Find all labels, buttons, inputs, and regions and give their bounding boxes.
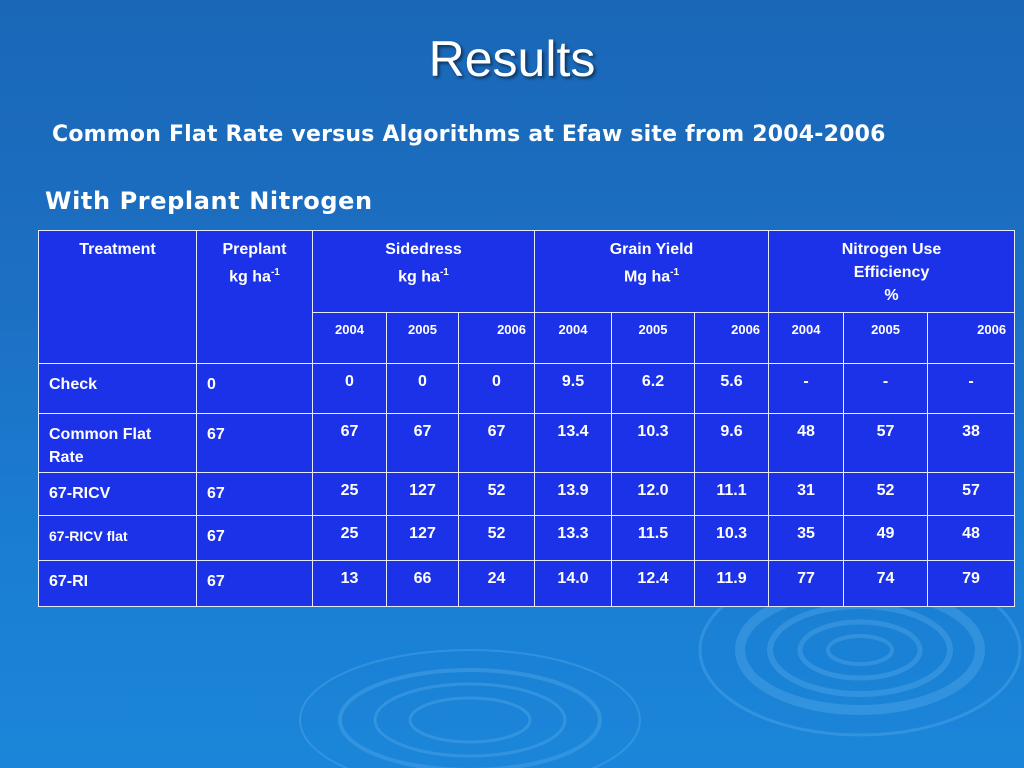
sidedress-cell: 0 bbox=[386, 363, 459, 414]
year-header: 2006 bbox=[458, 312, 535, 364]
nue-cell: 52 bbox=[843, 472, 929, 516]
nue-cell: 57 bbox=[927, 472, 1016, 516]
sidedress-cell: 66 bbox=[386, 560, 459, 607]
slide-subtitle: Common Flat Rate versus Algorithms at Ef… bbox=[52, 122, 886, 147]
yield-cell: 5.6 bbox=[693, 363, 770, 414]
header-preplant: Preplant kg ha-1 bbox=[196, 230, 313, 364]
yield-cell: 13.4 bbox=[534, 413, 612, 473]
results-table: Treatment Preplant kg ha-1 Sidedress kg ha… bbox=[38, 230, 1016, 607]
sidedress-cell: 25 bbox=[312, 472, 387, 516]
yield-cell: 12.0 bbox=[611, 472, 695, 516]
treatment-cell: 67-RI bbox=[38, 560, 197, 607]
sidedress-cell: 67 bbox=[312, 413, 387, 473]
sidedress-cell: 0 bbox=[312, 363, 387, 414]
preplant-cell: 67 bbox=[196, 413, 313, 473]
slide-title: Results bbox=[428, 31, 596, 87]
sidedress-cell: 24 bbox=[458, 560, 535, 607]
nue-cell: 74 bbox=[843, 560, 929, 607]
yield-cell: 9.6 bbox=[693, 413, 770, 473]
yield-cell: 11.9 bbox=[693, 560, 770, 607]
yield-cell: 10.3 bbox=[693, 515, 770, 561]
yield-cell: 11.5 bbox=[611, 515, 695, 561]
nue-cell: 57 bbox=[843, 413, 929, 473]
table-row: Common Flat Rate 67 67 67 67 13.4 10.3 9… bbox=[38, 413, 1016, 473]
header-nitrogen-use-efficiency: Nitrogen Use Efficiency% bbox=[768, 230, 1016, 313]
preplant-cell: 67 bbox=[196, 472, 313, 516]
sidedress-cell: 127 bbox=[386, 515, 459, 561]
year-header: 2004 bbox=[312, 312, 387, 364]
nue-cell: - bbox=[927, 363, 1016, 414]
preplant-cell: 67 bbox=[196, 560, 313, 607]
year-header: 2004 bbox=[768, 312, 845, 364]
sidedress-cell: 52 bbox=[458, 515, 535, 561]
sidedress-cell: 13 bbox=[312, 560, 387, 607]
nue-cell: 79 bbox=[927, 560, 1016, 607]
year-header: 2006 bbox=[693, 312, 770, 364]
sidedress-cell: 67 bbox=[458, 413, 535, 473]
table-row: 67-RICV flat 67 25 127 52 13.3 11.5 10.3… bbox=[38, 515, 1016, 561]
treatment-cell: 67-RICV flat bbox=[38, 515, 197, 561]
table-row: 67-RICV 67 25 127 52 13.9 12.0 11.1 31 5… bbox=[38, 472, 1016, 516]
nue-cell: 35 bbox=[768, 515, 845, 561]
sidedress-cell: 0 bbox=[458, 363, 535, 414]
table-row: 67-RI 67 13 66 24 14.0 12.4 11.9 77 74 7… bbox=[38, 560, 1016, 607]
sidedress-cell: 52 bbox=[458, 472, 535, 516]
nue-cell: 49 bbox=[843, 515, 929, 561]
yield-cell: 14.0 bbox=[534, 560, 612, 607]
header-treatment: Treatment bbox=[38, 230, 197, 364]
yield-cell: 11.1 bbox=[693, 472, 770, 516]
treatment-cell: Check bbox=[38, 363, 197, 414]
yield-cell: 9.5 bbox=[534, 363, 612, 414]
treatment-cell: 67-RICV bbox=[38, 472, 197, 516]
year-header: 2004 bbox=[534, 312, 612, 364]
nue-cell: 48 bbox=[768, 413, 845, 473]
yield-cell: 6.2 bbox=[611, 363, 695, 414]
nue-cell: 38 bbox=[927, 413, 1016, 473]
year-header: 2005 bbox=[843, 312, 929, 364]
header-grain-yield: Grain Yield Mg ha-1 bbox=[533, 230, 770, 313]
sidedress-cell: 127 bbox=[386, 472, 459, 516]
preplant-cell: 0 bbox=[196, 363, 313, 414]
nue-cell: - bbox=[843, 363, 929, 414]
yield-cell: 10.3 bbox=[611, 413, 695, 473]
yield-cell: 13.9 bbox=[534, 472, 612, 516]
treatment-cell: Common Flat Rate bbox=[38, 413, 197, 473]
section-heading: With Preplant Nitrogen bbox=[45, 187, 373, 215]
preplant-cell: 67 bbox=[196, 515, 313, 561]
year-header: 2006 bbox=[927, 312, 1016, 364]
nue-cell: 48 bbox=[927, 515, 1016, 561]
header-sidedress: Sidedress kg ha-1 bbox=[312, 230, 535, 313]
nue-cell: 77 bbox=[768, 560, 845, 607]
year-header: 2005 bbox=[386, 312, 459, 364]
nue-cell: 31 bbox=[768, 472, 845, 516]
sidedress-cell: 25 bbox=[312, 515, 387, 561]
yield-cell: 13.3 bbox=[534, 515, 612, 561]
sidedress-cell: 67 bbox=[386, 413, 459, 473]
nue-cell: - bbox=[768, 363, 845, 414]
year-header: 2005 bbox=[611, 312, 695, 364]
table-row: Check 0 0 0 0 9.5 6.2 5.6 - - - bbox=[38, 363, 1016, 414]
yield-cell: 12.4 bbox=[611, 560, 695, 607]
